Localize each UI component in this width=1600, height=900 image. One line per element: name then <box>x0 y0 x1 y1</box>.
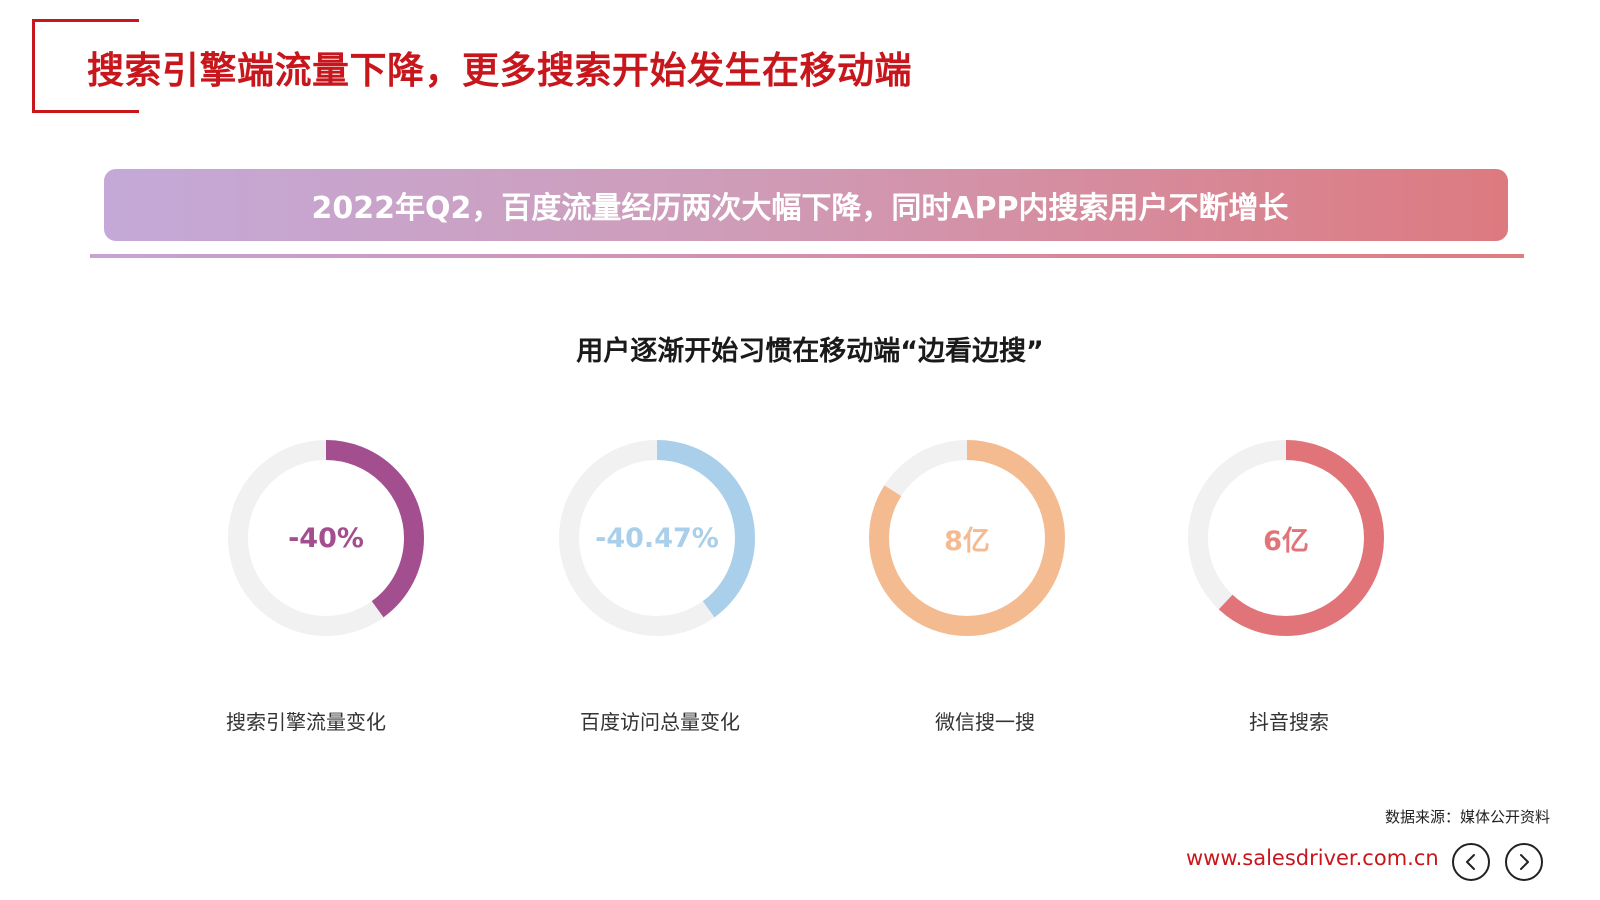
metric-label: 抖音搜索 <box>1249 710 1329 734</box>
section-subtitle: 用户逐渐开始习惯在移动端“边看边搜” <box>576 336 1044 367</box>
donut-chart <box>559 440 755 636</box>
donut-arc <box>869 440 1065 636</box>
metric-value: 6亿 <box>1263 525 1309 557</box>
metric-value: -40% <box>288 522 364 554</box>
next-button[interactable] <box>1505 843 1543 881</box>
prev-button[interactable] <box>1452 843 1490 881</box>
metric-label: 百度访问总量变化 <box>580 710 740 734</box>
donut-chart <box>869 440 1065 636</box>
donut-arc <box>1188 440 1384 636</box>
metric-label: 搜索引擎流量变化 <box>226 710 386 734</box>
donut-chart <box>1188 440 1384 636</box>
donut-chart <box>228 440 424 636</box>
metric-value: -40.47% <box>595 522 719 554</box>
headline-banner: 2022年Q2，百度流量经历两次大幅下降，同时APP内搜索用户不断增长 <box>104 169 1508 241</box>
website-url[interactable]: www.salesdriver.com.cn <box>1186 846 1439 870</box>
chevron-right-icon <box>1520 854 1529 870</box>
metric-value: 8亿 <box>944 525 990 557</box>
metric-donut-douyin-search: 6亿 <box>1176 428 1396 648</box>
gradient-divider <box>90 254 1524 258</box>
banner-text: 2022年Q2，百度流量经历两次大幅下降，同时APP内搜索用户不断增长 <box>311 191 1289 226</box>
metric-donut-search-engine: -40% <box>216 428 436 648</box>
title-bracket-decoration <box>32 19 139 113</box>
metric-label: 微信搜一搜 <box>935 710 1035 734</box>
metric-donut-wechat-search: 8亿 <box>857 428 1077 648</box>
data-source-note: 数据来源：媒体公开资料 <box>1384 808 1550 826</box>
metric-donut-baidu: -40.47% <box>547 428 767 648</box>
page-title: 搜索引擎端流量下降，更多搜索开始发生在移动端 <box>87 49 912 92</box>
chevron-left-icon <box>1466 854 1475 870</box>
donut-arc <box>228 440 424 636</box>
donut-arc <box>559 440 755 636</box>
